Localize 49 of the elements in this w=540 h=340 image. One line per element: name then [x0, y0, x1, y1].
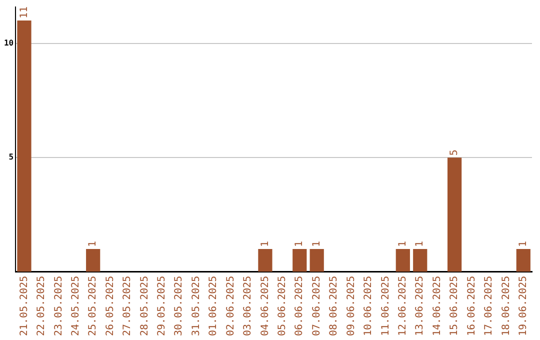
data-label: 1 — [414, 240, 426, 247]
data-label: 1 — [88, 240, 99, 247]
x-tick-label: 02.06.2025 — [225, 276, 236, 336]
x-tick-label: 07.06.2025 — [311, 276, 322, 336]
bar — [17, 20, 32, 272]
x-tick-label: 13.06.2025 — [414, 276, 426, 336]
data-label: 11 — [18, 6, 30, 19]
x-tick-label: 26.05.2025 — [104, 276, 116, 336]
x-tick-label: 22.05.2025 — [36, 276, 48, 336]
x-tick-label: 09.06.2025 — [346, 276, 357, 336]
x-tick-label: 29.05.2025 — [156, 276, 168, 336]
x-tick-label: 21.05.2025 — [18, 276, 30, 336]
x-tick-label: 17.06.2025 — [484, 276, 495, 336]
x-tick-label: 11.06.2025 — [380, 276, 392, 336]
bar — [516, 248, 530, 272]
bar — [86, 248, 100, 272]
x-tick-label: 25.05.2025 — [88, 276, 99, 336]
x-tick-label: 12.06.2025 — [398, 276, 408, 336]
x-tick-label: 15.06.2025 — [449, 276, 460, 336]
x-tick-label: 27.05.2025 — [122, 276, 134, 336]
bar — [292, 248, 307, 272]
bar — [447, 158, 462, 272]
x-tick-label: 31.05.2025 — [190, 276, 202, 336]
x-tick-label: 01.06.2025 — [208, 276, 220, 336]
x-tick-label: 28.05.2025 — [139, 276, 150, 336]
y-tick-label: 10 — [4, 38, 14, 48]
data-label: 1 — [260, 240, 271, 247]
x-tick-label: 30.05.2025 — [174, 276, 185, 336]
data-label: 1 — [518, 240, 529, 247]
x-tick-label: 16.06.2025 — [466, 276, 478, 336]
data-label: 1 — [311, 240, 322, 247]
x-tick-label: 23.05.2025 — [53, 276, 64, 336]
data-label: 1 — [294, 240, 306, 247]
x-tick-label: 04.06.2025 — [260, 276, 271, 336]
x-tick-label: 05.06.2025 — [277, 276, 288, 336]
x-tick-label: 19.06.2025 — [518, 276, 529, 336]
x-tick-label: 24.05.2025 — [70, 276, 82, 336]
data-label: 5 — [449, 150, 460, 156]
x-tick-label: 08.06.2025 — [328, 276, 340, 336]
bar — [258, 248, 272, 272]
x-tick-label: 06.06.2025 — [294, 276, 306, 336]
x-tick-label: 18.06.2025 — [500, 276, 512, 336]
x-tick-label: 10.06.2025 — [363, 276, 374, 336]
bar — [396, 248, 410, 272]
bar — [413, 248, 428, 272]
bar — [310, 248, 324, 272]
data-label: 1 — [398, 240, 408, 247]
x-tick-label: 03.06.2025 — [242, 276, 254, 336]
x-tick-label: 14.06.2025 — [432, 276, 443, 336]
